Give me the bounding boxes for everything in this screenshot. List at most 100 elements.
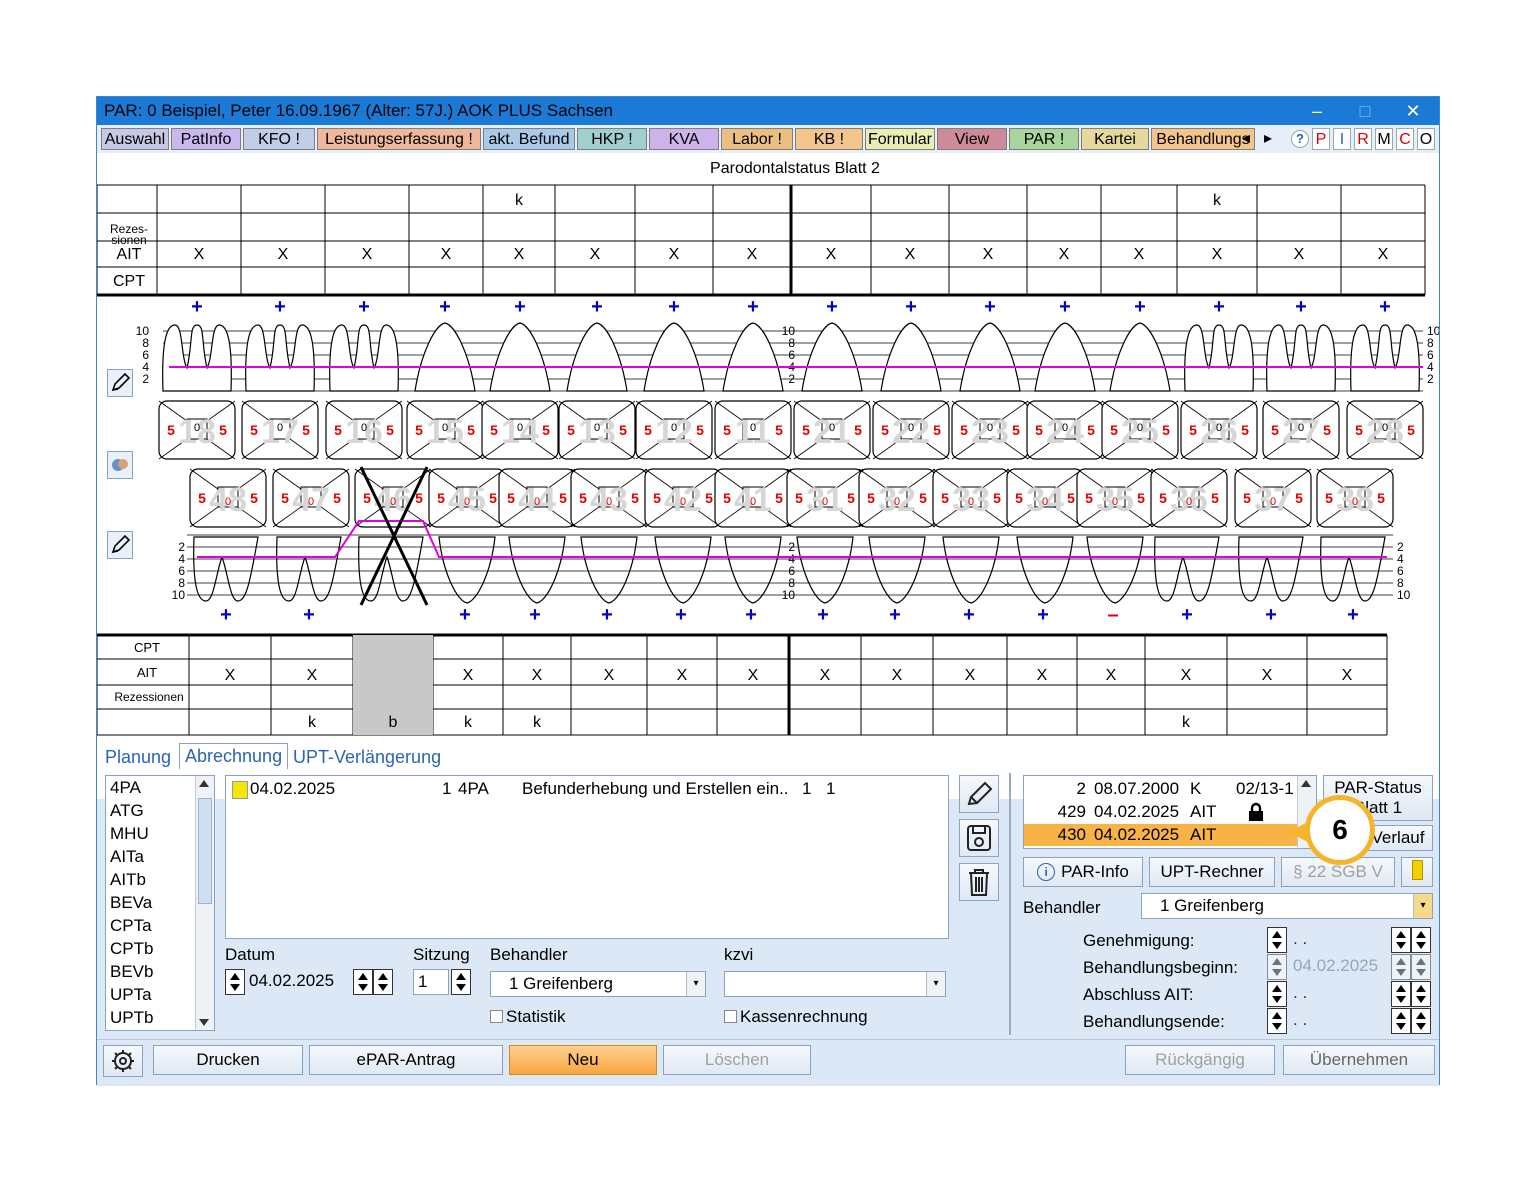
- patient-view-icon[interactable]: [107, 451, 133, 479]
- tab-par[interactable]: PAR !: [1009, 128, 1079, 150]
- beginn-spin-a[interactable]: [1391, 954, 1411, 980]
- maximize-button[interactable]: □: [1359, 101, 1371, 121]
- drucken-button[interactable]: Drucken: [153, 1045, 303, 1075]
- tab-formular[interactable]: Formular: [865, 128, 935, 150]
- quick-button-i[interactable]: I: [1333, 128, 1351, 150]
- subtab-abrechnung[interactable]: Abrechnung: [179, 743, 289, 769]
- scroll-up-icon[interactable]: [199, 780, 209, 787]
- code-list-scrollbar[interactable]: [195, 776, 214, 1030]
- statistik-check-icon[interactable]: [490, 1010, 503, 1023]
- quick-button-c[interactable]: C: [1396, 128, 1414, 150]
- abschluss-spin-b[interactable]: [1411, 981, 1431, 1007]
- par-info-button[interactable]: i PAR-Info: [1023, 857, 1143, 887]
- edit-upper-pencil-icon[interactable]: [107, 369, 133, 397]
- tab-kb[interactable]: KB !: [795, 128, 863, 150]
- minimize-button[interactable]: –: [1311, 101, 1322, 121]
- ende-spin-a[interactable]: [1391, 1008, 1411, 1034]
- datum-field[interactable]: 04.02.2025: [249, 971, 335, 990]
- quick-button-p[interactable]: P: [1312, 128, 1330, 150]
- genehmigung-field[interactable]: . .: [1293, 929, 1308, 948]
- kassenrechnung-checkbox[interactable]: Kassenrechnung: [724, 1007, 868, 1027]
- tab-akt-befund[interactable]: akt. Befund: [483, 128, 575, 150]
- ende-field[interactable]: . .: [1293, 1010, 1308, 1029]
- tab-kfo[interactable]: KFO !: [243, 128, 315, 150]
- behandler-select[interactable]: 1 Greifenberg: [490, 971, 706, 997]
- par-scroll-up-icon[interactable]: [1301, 780, 1311, 787]
- entries-list[interactable]: 04.02.2025 1 4PA Befunderhebung und Erst…: [225, 775, 949, 939]
- tab-kva[interactable]: KVA: [649, 128, 719, 150]
- datum-spin-right-a[interactable]: [353, 969, 373, 995]
- list-item[interactable]: UPTa: [110, 985, 152, 1004]
- tab-scroll-left-icon[interactable]: ◂: [1241, 130, 1251, 147]
- list-item[interactable]: CPTb: [110, 939, 154, 958]
- tab-patinfo[interactable]: PatInfo: [171, 128, 241, 150]
- right-behandler-select[interactable]: 1 Greifenberg: [1141, 893, 1433, 919]
- list-item[interactable]: CPTa: [110, 916, 152, 935]
- table-row[interactable]: 04.02.2025 1 4PA Befunderhebung und Erst…: [230, 778, 944, 800]
- note-button[interactable]: [1401, 857, 1433, 887]
- tab-scroll-right-icon[interactable]: ▸: [1263, 130, 1273, 147]
- abschluss-field[interactable]: . .: [1293, 983, 1308, 1002]
- settings-button[interactable]: [103, 1045, 143, 1077]
- list-item[interactable]: MHU: [110, 824, 149, 843]
- datum-spin-left[interactable]: [225, 969, 245, 995]
- subtab-planung[interactable]: Planung: [105, 747, 172, 767]
- quick-button-o[interactable]: O: [1417, 128, 1435, 150]
- tab-auswahl[interactable]: Auswahl: [101, 128, 169, 150]
- scroll-down-icon[interactable]: [199, 1019, 209, 1026]
- list-item[interactable]: AITa: [110, 847, 145, 866]
- tab-view[interactable]: View: [937, 128, 1007, 150]
- ende-spin-left[interactable]: [1267, 1008, 1287, 1034]
- tab-hkp[interactable]: HKP !: [577, 128, 647, 150]
- scroll-thumb[interactable]: [198, 798, 212, 904]
- beginn-spin-b[interactable]: [1411, 954, 1431, 980]
- sitzung-spin[interactable]: [451, 969, 471, 995]
- upt-rechner-button[interactable]: UPT-Rechner: [1149, 857, 1275, 887]
- datum-spin-right-b[interactable]: [373, 969, 393, 995]
- delete-entry-button[interactable]: [959, 863, 999, 901]
- genehmigung-spin-b[interactable]: [1411, 927, 1431, 953]
- loeschen-button[interactable]: Löschen: [663, 1045, 811, 1075]
- statistik-checkbox[interactable]: Statistik: [490, 1007, 566, 1027]
- uebernehmen-button[interactable]: Übernehmen: [1283, 1045, 1435, 1075]
- list-item[interactable]: UPTb: [110, 1008, 154, 1027]
- table-row[interactable]: 430 04.02.2025 AIT: [1024, 824, 1298, 846]
- kzvi-select[interactable]: [724, 971, 946, 997]
- kzvi-dropdown-icon[interactable]: ▾: [926, 972, 945, 996]
- tab-kartei[interactable]: Kartei: [1081, 128, 1149, 150]
- tab-leistungserfassung[interactable]: Leistungserfassung !: [317, 128, 481, 150]
- help-icon[interactable]: ?: [1291, 130, 1309, 148]
- right-behandler-dropdown-icon[interactable]: ▾: [1413, 894, 1432, 918]
- list-item[interactable]: AITb: [110, 870, 146, 889]
- genehmigung-spin-a[interactable]: [1391, 927, 1411, 953]
- edit-lower-pencil-icon[interactable]: [107, 531, 133, 559]
- abschluss-spin-left[interactable]: [1267, 981, 1287, 1007]
- epar-antrag-button[interactable]: ePAR-Antrag: [309, 1045, 503, 1075]
- beginn-spin-left[interactable]: [1267, 954, 1287, 980]
- quick-button-m[interactable]: M: [1375, 128, 1393, 150]
- save-entry-button[interactable]: [959, 819, 999, 857]
- neu-button[interactable]: Neu: [509, 1045, 657, 1075]
- list-item[interactable]: BEVa: [110, 893, 153, 912]
- edit-entry-button[interactable]: [959, 775, 999, 813]
- rueckgaengig-button[interactable]: Rückgängig: [1125, 1045, 1275, 1075]
- quick-button-r[interactable]: R: [1354, 128, 1372, 150]
- beginn-field[interactable]: 04.02.2025: [1293, 956, 1379, 975]
- list-item[interactable]: 4PA: [110, 778, 141, 797]
- behandler-dropdown-icon[interactable]: ▾: [686, 972, 705, 996]
- sitzung-field[interactable]: 1: [413, 969, 449, 995]
- close-button[interactable]: ✕: [1405, 101, 1421, 121]
- tab-labor[interactable]: Labor !: [721, 128, 793, 150]
- tab-behandlungs[interactable]: Behandlungs: [1151, 128, 1255, 150]
- code-list[interactable]: 4PA ATG MHU AITa AITb BEVa CPTa CPTb BEVb UPTa UPT…: [105, 775, 215, 1031]
- par-case-list[interactable]: 2 08.07.2000 K 02/13-1 429 04.02.2025 AIT 430 04…: [1023, 775, 1317, 849]
- genehmigung-spin-left[interactable]: [1267, 927, 1287, 953]
- subtab-upt-verlaengerung[interactable]: UPT-Verlängerung: [293, 747, 442, 767]
- ende-spin-b[interactable]: [1411, 1008, 1431, 1034]
- list-item[interactable]: ATG: [110, 801, 144, 820]
- kassenrechnung-check-icon[interactable]: [724, 1010, 737, 1023]
- table-row[interactable]: 429 04.02.2025 AIT: [1024, 801, 1298, 823]
- abschluss-spin-a[interactable]: [1391, 981, 1411, 1007]
- table-row[interactable]: 2 08.07.2000 K 02/13-1: [1024, 778, 1298, 800]
- list-item[interactable]: BEVb: [110, 962, 154, 981]
